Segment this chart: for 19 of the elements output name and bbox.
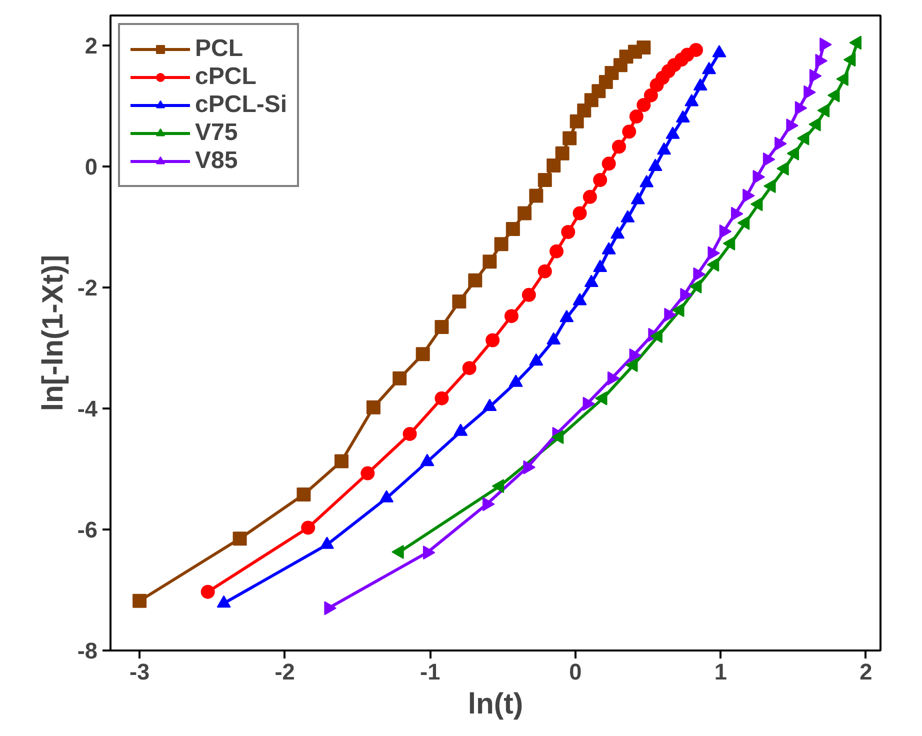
x-tick-label: -1 (420, 658, 440, 684)
y-tick-label: -6 (77, 516, 98, 543)
legend-label: cPCL-Si (195, 91, 288, 119)
y-tick-label: 2 (84, 32, 98, 59)
x-tick-label: 1 (714, 658, 727, 684)
legend-label: V75 (195, 119, 238, 147)
x-tick-label: 0 (569, 658, 582, 684)
legend-label: V85 (195, 147, 238, 175)
x-tick-label: -3 (129, 658, 150, 684)
y-tick-label: -4 (77, 396, 98, 422)
y-axis-title: ln[-ln(1-Xt)] (36, 254, 70, 412)
y-tick-label: -2 (77, 274, 98, 301)
legend-label: cPCL (195, 63, 256, 91)
x-tick-label: -2 (274, 658, 295, 684)
y-tick-label: -8 (77, 638, 98, 664)
legend-label: PCL (195, 35, 243, 63)
x-axis-title: ln(t) (468, 688, 524, 720)
y-tick-label: 0 (84, 154, 98, 180)
x-tick-label: 2 (860, 658, 872, 684)
